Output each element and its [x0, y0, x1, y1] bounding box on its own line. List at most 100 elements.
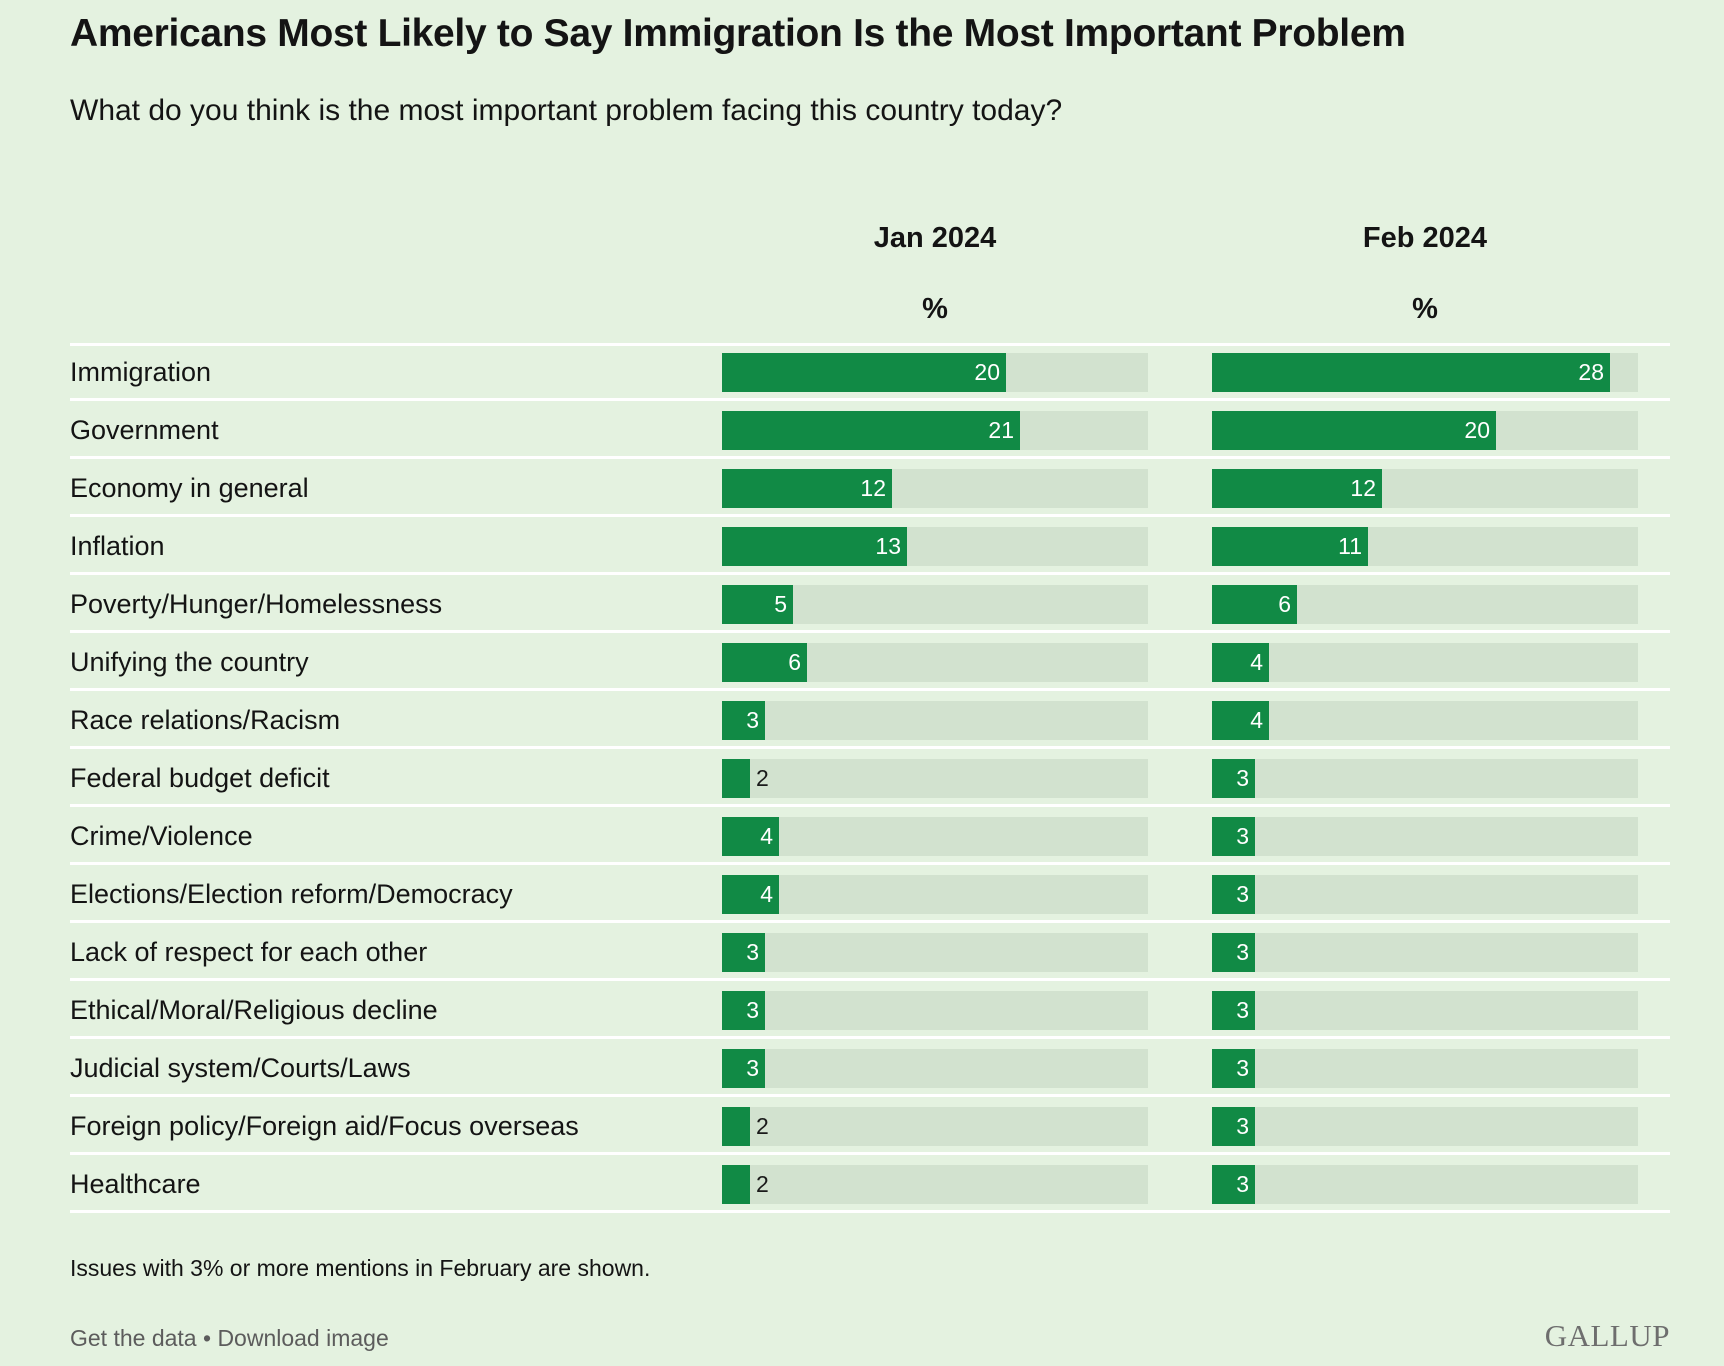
bar-feb-2024: [1212, 469, 1382, 508]
bar-jan-2024: [722, 933, 765, 972]
row-label: Unifying the country: [70, 647, 309, 677]
row-divider: [70, 630, 1670, 633]
column-header-feb-2024: Feb 2024: [1362, 222, 1488, 254]
data-label-jan-2024: 4: [760, 881, 773, 907]
row-label: Crime/Violence: [70, 821, 253, 851]
bar-track-jan-2024: 21: [722, 411, 1148, 450]
bar-track-jan-2024: 3: [722, 701, 1148, 740]
bar-track-feb-2024: 3: [1212, 759, 1638, 798]
row-divider: [70, 804, 1670, 807]
bar-track-feb-2024: 3: [1212, 817, 1638, 856]
row-divider: [70, 746, 1670, 749]
bar-track-feb-2024: 6: [1212, 585, 1638, 624]
data-label-jan-2024: 2: [756, 1113, 769, 1139]
bar-track-jan-2024: 2: [722, 1107, 1148, 1146]
row-divider: [70, 862, 1670, 865]
bar-track-feb-2024: 3: [1212, 1049, 1638, 1088]
row-crime-violence: Crime/Violence 4 3: [70, 807, 1670, 865]
data-label-jan-2024: 3: [746, 997, 759, 1023]
data-label-feb-2024: 12: [1350, 475, 1376, 501]
get-the-data-link[interactable]: Get the data: [70, 1325, 197, 1351]
row-divider: [70, 1036, 1670, 1039]
bar-track-jan-2024: 4: [722, 875, 1148, 914]
bar-track-jan-2024: 3: [722, 991, 1148, 1030]
row-divider: [70, 1152, 1670, 1155]
bar-track-feb-2024: 4: [1212, 701, 1638, 740]
bar-jan-2024: [722, 759, 750, 798]
row-lack-of-respect-for-each-other: Lack of respect for each other 3 3: [70, 923, 1670, 981]
row-label: Elections/Election reform/Democracy: [70, 879, 513, 909]
data-label-feb-2024: 3: [1236, 1113, 1249, 1139]
row-elections-election-reform-democracy: Elections/Election reform/Democracy 4 3: [70, 865, 1670, 923]
data-label-feb-2024: 28: [1578, 359, 1604, 385]
download-image-link[interactable]: Download image: [217, 1325, 389, 1351]
bar-jan-2024: [722, 353, 1006, 392]
row-federal-budget-deficit: Federal budget deficit 2 3: [70, 749, 1670, 807]
row-divider: [70, 1094, 1670, 1097]
data-label-jan-2024: 2: [756, 1171, 769, 1197]
data-label-jan-2024: 5: [774, 591, 787, 617]
bar-track-feb-2024: 4: [1212, 643, 1638, 682]
bar-jan-2024: [722, 1049, 765, 1088]
row-label: Lack of respect for each other: [70, 937, 428, 967]
bar-feb-2024: [1212, 991, 1255, 1030]
bar-jan-2024: [722, 875, 779, 914]
data-label-feb-2024: 3: [1236, 881, 1249, 907]
bar-track-jan-2024: 5: [722, 585, 1148, 624]
row-label: Inflation: [70, 531, 165, 561]
row-label: Race relations/Racism: [70, 705, 341, 735]
row-divider: [70, 398, 1670, 401]
row-label: Ethical/Moral/Religious decline: [70, 995, 438, 1025]
row-unifying-the-country: Unifying the country 6 4: [70, 633, 1670, 691]
bar-track-feb-2024: 3: [1212, 933, 1638, 972]
row-divider: [70, 1210, 1670, 1213]
bar-feb-2024: [1212, 585, 1297, 624]
chart-subtitle: What do you think is the most important …: [70, 94, 1063, 127]
bar-track-jan-2024: 3: [722, 933, 1148, 972]
data-label-feb-2024: 3: [1236, 1171, 1249, 1197]
data-label-feb-2024: 4: [1250, 649, 1263, 675]
bar-feb-2024: [1212, 875, 1255, 914]
data-label-feb-2024: 11: [1338, 533, 1362, 559]
chart-note: Issues with 3% or more mentions in Febru…: [70, 1255, 651, 1281]
footer-separator: •: [202, 1325, 212, 1351]
data-label-feb-2024: 20: [1464, 417, 1490, 443]
row-divider: [70, 920, 1670, 923]
row-judicial-system-courts-laws: Judicial system/Courts/Laws 3 3: [70, 1039, 1670, 1097]
row-ethical-moral-religious-decline: Ethical/Moral/Religious decline 3 3: [70, 981, 1670, 1039]
bar-feb-2024: [1212, 353, 1610, 392]
data-label-feb-2024: 3: [1236, 939, 1249, 965]
bar-jan-2024: [722, 411, 1020, 450]
bar-feb-2024: [1212, 933, 1255, 972]
bar-track-jan-2024: 4: [722, 817, 1148, 856]
gallup-logo: GALLUP: [1544, 1318, 1670, 1353]
row-label: Federal budget deficit: [70, 763, 330, 793]
bar-feb-2024: [1212, 817, 1255, 856]
data-label-jan-2024: 3: [746, 1055, 759, 1081]
data-label-jan-2024: 12: [860, 475, 886, 501]
bar-jan-2024: [722, 991, 765, 1030]
column-unit-feb-2024: %: [1412, 293, 1438, 325]
bar-track-feb-2024: 3: [1212, 1107, 1638, 1146]
bar-track-feb-2024: 3: [1212, 991, 1638, 1030]
column-header-jan-2024: Jan 2024: [873, 222, 997, 254]
row-inflation: Inflation 13 11: [70, 517, 1670, 575]
row-label: Government: [70, 415, 219, 445]
data-label-feb-2024: 3: [1236, 997, 1249, 1023]
bar-track-jan-2024: 3: [722, 1049, 1148, 1088]
bar-track-jan-2024: 2: [722, 1165, 1148, 1204]
bar-track-jan-2024: 20: [722, 353, 1148, 392]
row-divider: [70, 978, 1670, 981]
row-economy-in-general: Economy in general 12 12: [70, 459, 1670, 517]
bar-feb-2024: [1212, 759, 1255, 798]
column-unit-jan-2024: %: [922, 293, 948, 325]
bar-track-feb-2024: 12: [1212, 469, 1638, 508]
data-label-jan-2024: 3: [746, 939, 759, 965]
bar-track-jan-2024: 6: [722, 643, 1148, 682]
data-label-jan-2024: 3: [746, 707, 759, 733]
data-label-feb-2024: 3: [1236, 765, 1249, 791]
data-label-feb-2024: 4: [1250, 707, 1263, 733]
bar-jan-2024: [722, 817, 779, 856]
bar-track-jan-2024: 12: [722, 469, 1148, 508]
row-government: Government 21 20: [70, 401, 1670, 459]
